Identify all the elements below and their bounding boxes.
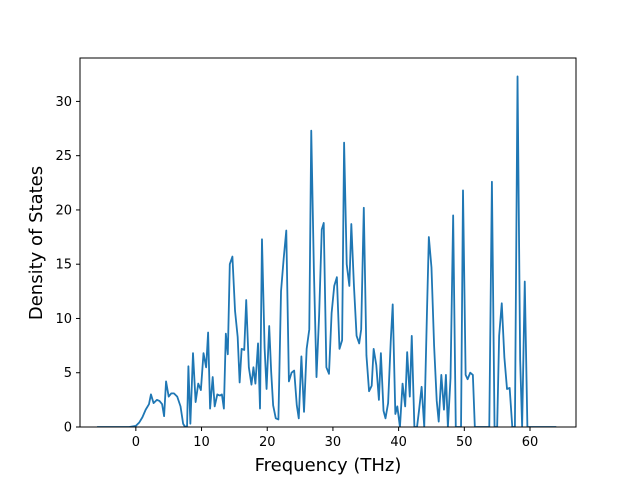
dos-series-line [97, 75, 557, 427]
x-tick-label: 40 [390, 435, 407, 450]
x-tick-label: 0 [132, 435, 140, 450]
y-tick-label: 5 [64, 366, 72, 381]
x-tick-label: 50 [456, 435, 473, 450]
x-tick-label: 10 [193, 435, 210, 450]
y-tick-label: 0 [64, 421, 72, 436]
y-tick-label: 10 [55, 312, 72, 327]
y-axis-label: Density of States [26, 166, 47, 320]
y-tick-label: 20 [55, 203, 72, 218]
x-axis-ticks: 0 10 20 30 40 50 60 [132, 427, 539, 450]
y-tick-label: 25 [55, 149, 72, 164]
x-tick-label: 60 [522, 435, 539, 450]
axes-frame [79, 57, 577, 428]
y-axis-ticks: 0 5 10 15 20 25 30 [55, 95, 80, 436]
y-tick-label: 30 [55, 95, 72, 110]
y-tick-label: 15 [55, 258, 72, 273]
x-tick-label: 20 [259, 435, 276, 450]
plot-area [79, 57, 577, 428]
x-tick-label: 30 [325, 435, 342, 450]
x-axis-label: Frequency (THz) [255, 455, 402, 476]
